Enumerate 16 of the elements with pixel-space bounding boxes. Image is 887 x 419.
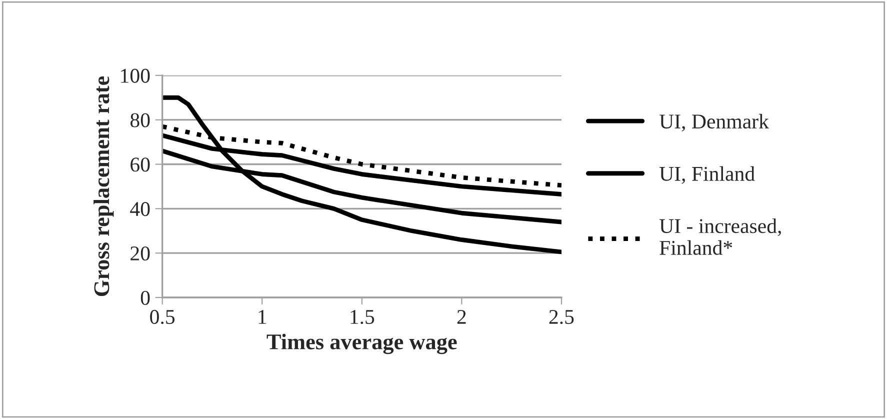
x-tick-label: 2 <box>457 310 466 324</box>
y-tick-label: 80 <box>130 113 150 128</box>
x-tick-label: 0.5 <box>150 310 175 324</box>
x-tick-label: 1 <box>258 310 266 324</box>
legend-label: UI, Denmark <box>659 114 769 132</box>
y-tick-label: 100 <box>121 68 150 83</box>
x-axis-title: Times average wage <box>266 334 457 354</box>
x-tick-label: 1.5 <box>350 310 374 324</box>
y-axis-title: Gross replacement rate <box>94 76 114 296</box>
x-tick-label: 2.5 <box>549 310 574 324</box>
y-tick-label: 20 <box>130 246 150 261</box>
legend-label: UI, Finland <box>659 166 755 184</box>
y-tick-label: 0 <box>140 290 150 305</box>
legend-label: UI - increased, Finland* <box>659 218 781 255</box>
y-tick-label: 60 <box>130 158 150 172</box>
y-tick-label: 40 <box>130 202 150 216</box>
